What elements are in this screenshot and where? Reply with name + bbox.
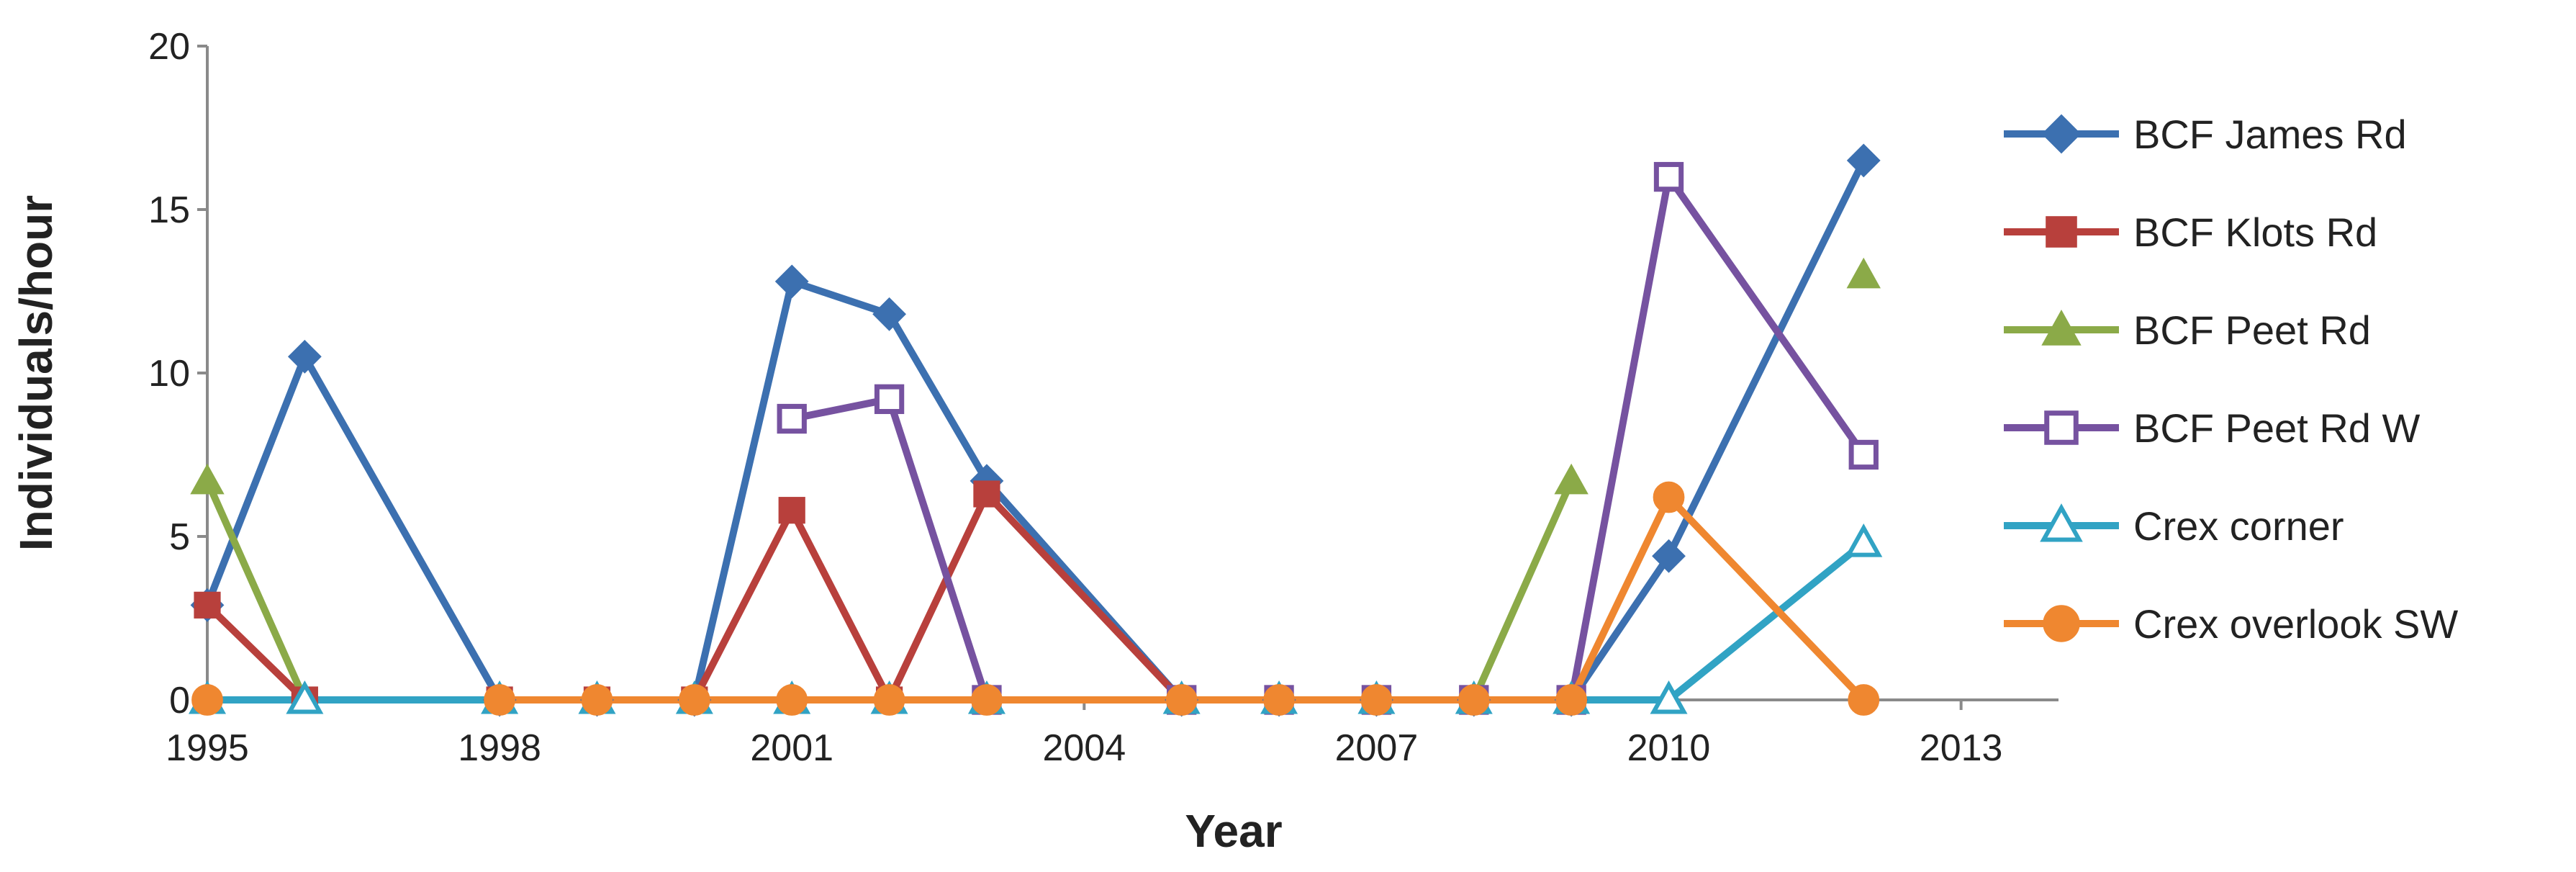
point-bcf-klots-rd — [973, 480, 1000, 508]
x-tick-label: 2010 — [1627, 727, 1711, 769]
series-line-bcf-klots-rd — [204, 490, 1572, 704]
y-ticks: 0 5 10 15 20 — [148, 26, 207, 722]
legend-item-bcf-james-rd: BCF James Rd — [2004, 112, 2407, 157]
legend-item-bcf-peet-rd-w: BCF Peet Rd W — [2004, 405, 2420, 451]
x-tick-label: 2007 — [1335, 727, 1419, 769]
series-line-bcf-peet-rd — [204, 479, 1575, 704]
series-line-bcf-peet-rd-w — [791, 173, 1867, 704]
x-axis-title: Year — [1185, 805, 1282, 857]
point-bcf-peet-rd-w — [874, 384, 905, 414]
point-bcf-peet-rd — [1846, 257, 1881, 289]
legend-marker — [2041, 309, 2082, 346]
legend-item-bcf-klots-rd: BCF Klots Rd — [2004, 210, 2377, 255]
point-bcf-klots-rd — [194, 591, 221, 619]
axes — [206, 46, 2058, 701]
point-crex-corner — [286, 680, 324, 714]
series-line-bcf-james-rd — [204, 158, 1867, 704]
point-crex-overlook-sw — [1263, 684, 1295, 716]
legend-marker — [2044, 410, 2079, 445]
y-tick-label: 15 — [148, 189, 190, 231]
x-tick-label: 1995 — [166, 727, 249, 769]
legend-label: Crex overlook SW — [2133, 601, 2458, 647]
series-markers — [188, 143, 1883, 717]
point-bcf-james-rd — [774, 264, 809, 299]
x-tick-label: 2001 — [750, 727, 833, 769]
point-crex-overlook-sw — [581, 684, 613, 716]
point-crex-overlook-sw — [1848, 684, 1880, 716]
point-crex-corner — [1845, 523, 1883, 557]
point-crex-overlook-sw — [776, 684, 808, 716]
y-tick-label: 10 — [148, 353, 190, 395]
legend-marker — [2040, 503, 2083, 542]
x-tick-label: 2004 — [1042, 727, 1126, 769]
point-crex-overlook-sw — [1360, 684, 1393, 716]
y-axis-title: Individuals/hour — [10, 195, 62, 551]
x-ticks: 1995 1998 2001 2004 2007 2010 2013 — [166, 700, 2002, 769]
point-crex-overlook-sw — [1555, 684, 1588, 716]
y-tick-label: 0 — [169, 680, 190, 722]
legend-label: BCF Klots Rd — [2133, 210, 2377, 255]
point-crex-overlook-sw — [678, 684, 710, 716]
point-bcf-james-rd — [1652, 539, 1686, 573]
point-bcf-peet-rd-w — [777, 403, 807, 434]
legend-label: BCF Peet Rd — [2133, 307, 2371, 353]
y-tick-label: 5 — [169, 516, 190, 558]
point-crex-overlook-sw — [971, 684, 1003, 716]
legend-marker — [2041, 114, 2082, 154]
point-crex-overlook-sw — [484, 684, 516, 716]
point-crex-overlook-sw — [1165, 684, 1198, 716]
point-bcf-james-rd — [287, 339, 322, 374]
legend-label: BCF Peet Rd W — [2133, 405, 2420, 451]
legend-item-crex-corner: Crex corner — [2004, 503, 2344, 549]
y-tick-label: 20 — [148, 26, 190, 68]
point-bcf-peet-rd — [1554, 463, 1588, 495]
point-bcf-peet-rd-w — [1653, 161, 1684, 192]
legend-marker — [2046, 216, 2077, 248]
legend-marker — [2043, 605, 2080, 642]
point-bcf-peet-rd-w — [1848, 439, 1879, 470]
series-lines — [204, 158, 1867, 704]
legend-label: Crex corner — [2133, 503, 2344, 549]
legend-label: BCF James Rd — [2133, 112, 2407, 157]
point-crex-overlook-sw — [1653, 481, 1685, 513]
legend-item-crex-overlook-sw: Crex overlook SW — [2004, 601, 2458, 647]
legend-item-bcf-peet-rd: BCF Peet Rd — [2004, 307, 2371, 353]
point-bcf-james-rd — [1846, 143, 1881, 178]
point-bcf-james-rd — [872, 297, 906, 331]
point-bcf-klots-rd — [778, 497, 805, 524]
point-crex-corner — [1650, 680, 1688, 714]
x-tick-label: 2013 — [1920, 727, 2003, 769]
x-tick-label: 1998 — [458, 727, 541, 769]
point-bcf-peet-rd — [190, 463, 225, 495]
point-crex-overlook-sw — [1458, 684, 1490, 716]
point-crex-overlook-sw — [191, 684, 223, 716]
legend: BCF James Rd BCF Klots Rd BCF Peet Rd BCF P… — [2004, 112, 2458, 647]
point-crex-overlook-sw — [873, 684, 905, 716]
